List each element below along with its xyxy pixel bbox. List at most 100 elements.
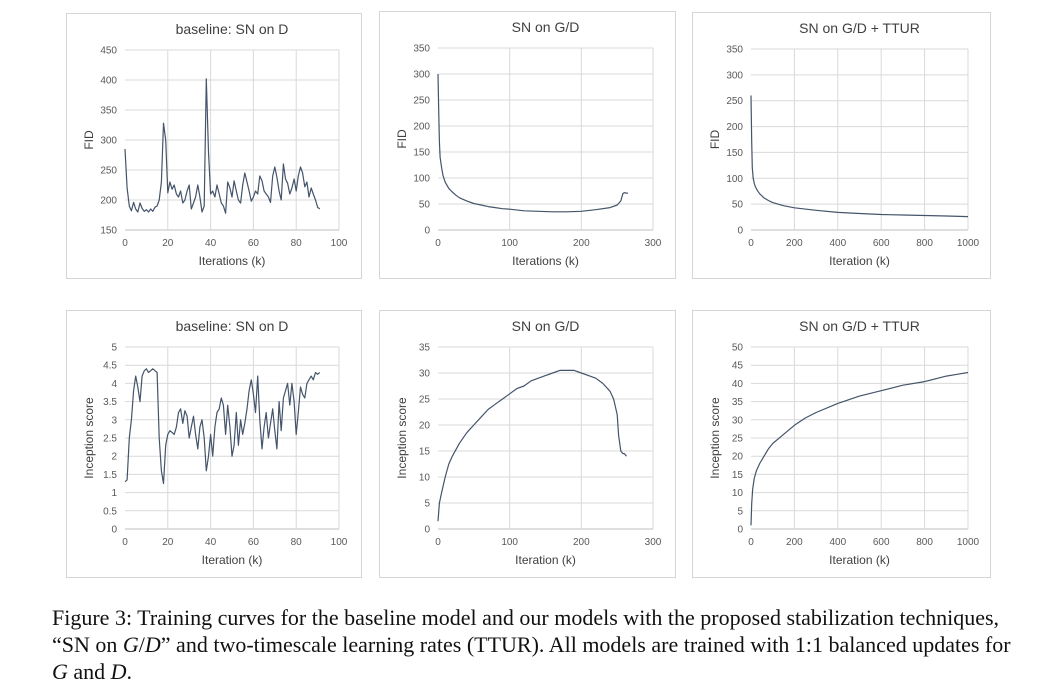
chart-svg: baseline: SN on D 150 200 250 300 350 400 450 0 2… xyxy=(82,21,348,268)
y-tick-label: 300 xyxy=(100,136,117,147)
x-tick-label: 20 xyxy=(162,238,174,249)
y-tick-label: 45 xyxy=(732,361,744,372)
x-axis-label: Iteration (k) xyxy=(515,553,576,567)
series-line xyxy=(750,371,969,526)
y-tick-label: 25 xyxy=(732,434,744,445)
series-line xyxy=(124,78,321,214)
chart-svg: SN on G/D + TTUR 0 5 10 15 20 25 30 35 40 45 50 0 200… xyxy=(708,318,980,567)
y-axis-label: Inception score xyxy=(82,397,96,479)
y-tick-label: 4.5 xyxy=(103,361,117,372)
y-tick-label: 300 xyxy=(726,70,743,81)
x-tick-label: 300 xyxy=(645,238,662,249)
x-tick-label: 100 xyxy=(331,537,348,548)
x-axis-label: Iteration (k) xyxy=(202,553,263,567)
y-tick-label: 0 xyxy=(111,525,117,536)
y-tick-label: 0 xyxy=(424,226,430,237)
y-axis-label: FID xyxy=(82,130,96,150)
x-tick-label: 400 xyxy=(829,537,846,548)
caption-math-d: D xyxy=(144,632,161,657)
series-line xyxy=(437,369,627,522)
x-tick-label: 200 xyxy=(786,238,803,249)
y-tick-label: 0 xyxy=(424,525,430,536)
y-tick-label: 1.5 xyxy=(103,470,117,481)
x-tick-label: 1000 xyxy=(957,537,980,548)
y-tick-label: 5 xyxy=(424,499,430,510)
caption-end: . xyxy=(126,659,133,684)
y-tick-label: 50 xyxy=(732,343,744,354)
x-tick-label: 800 xyxy=(916,537,933,548)
chart-panel-fid-ttur: SN on G/D + TTUR 0 50 100 150 200 250 300 350 0 20… xyxy=(692,12,991,279)
caption-and: and xyxy=(67,659,111,684)
y-tick-label: 450 xyxy=(100,46,117,57)
x-tick-label: 0 xyxy=(435,238,441,249)
x-tick-label: 400 xyxy=(829,238,846,249)
x-axis-label: Iteration (k) xyxy=(829,254,890,268)
y-tick-label: 30 xyxy=(419,369,431,380)
y-tick-label: 100 xyxy=(726,174,743,185)
y-tick-label: 350 xyxy=(413,44,430,55)
x-tick-label: 0 xyxy=(435,537,441,548)
chart-panel-is-baseline: baseline: SN on D 0 0.5 1 1.5 2 2.5 3 3.5 4 4.5 5 0 2… xyxy=(66,310,362,578)
y-tick-label: 100 xyxy=(413,174,430,185)
y-tick-label: 40 xyxy=(732,379,744,390)
y-tick-label: 25 xyxy=(419,395,431,406)
x-axis-label: Iteration (k) xyxy=(829,553,890,567)
y-axis-label: Inception score xyxy=(708,397,722,479)
y-tick-label: 250 xyxy=(100,166,117,177)
y-tick-label: 0 xyxy=(737,525,743,536)
x-tick-label: 200 xyxy=(573,537,590,548)
chart-title: SN on G/D xyxy=(512,318,580,334)
x-tick-label: 300 xyxy=(645,537,662,548)
y-tick-label: 5 xyxy=(111,343,117,354)
caption-label: Figure 3: xyxy=(52,605,133,630)
chart-panel-fid-sn-gd: SN on G/D 0 50 100 150 200 250 300 350 0 100 200 300… xyxy=(379,11,676,279)
y-tick-label: 2.5 xyxy=(103,434,117,445)
y-tick-label: 1 xyxy=(111,488,117,499)
figure-caption: Figure 3: Training curves for the baseli… xyxy=(52,604,1012,685)
chart-svg: SN on G/D 0 5 10 15 20 25 30 35 0 100 200 300 Iterati… xyxy=(395,318,662,567)
y-tick-label: 15 xyxy=(419,447,431,458)
y-tick-label: 35 xyxy=(732,397,744,408)
x-tick-label: 0 xyxy=(748,238,754,249)
y-tick-label: 10 xyxy=(419,473,431,484)
x-tick-label: 40 xyxy=(205,537,217,548)
y-tick-label: 20 xyxy=(732,452,744,463)
x-tick-label: 80 xyxy=(291,537,303,548)
x-tick-label: 800 xyxy=(916,238,933,249)
caption-text-2: ” and two-timescale learning rates (TTUR… xyxy=(160,632,1011,657)
y-tick-label: 10 xyxy=(732,488,744,499)
y-axis-label: Inception score xyxy=(395,397,409,479)
y-tick-label: 0 xyxy=(737,226,743,237)
y-tick-label: 4 xyxy=(111,379,117,390)
x-tick-label: 100 xyxy=(331,238,348,249)
x-tick-label: 80 xyxy=(291,238,303,249)
chart-title: SN on G/D xyxy=(512,19,580,35)
x-tick-label: 60 xyxy=(248,537,260,548)
y-tick-label: 250 xyxy=(726,96,743,107)
y-tick-label: 30 xyxy=(732,415,744,426)
y-tick-label: 35 xyxy=(419,343,431,354)
x-tick-label: 20 xyxy=(162,537,174,548)
caption-math-d2: D xyxy=(110,659,127,684)
y-tick-label: 0.5 xyxy=(103,506,117,517)
x-tick-label: 0 xyxy=(122,238,128,249)
y-tick-label: 3.5 xyxy=(103,397,117,408)
x-tick-label: 40 xyxy=(205,238,217,249)
chart-svg: baseline: SN on D 0 0.5 1 1.5 2 2.5 3 3.5 4 4.5 5 0 2… xyxy=(82,318,348,567)
y-tick-label: 200 xyxy=(100,196,117,207)
chart-title: baseline: SN on D xyxy=(176,21,289,37)
y-tick-label: 200 xyxy=(413,122,430,133)
y-tick-label: 15 xyxy=(732,470,744,481)
x-tick-label: 1000 xyxy=(957,238,980,249)
x-tick-label: 0 xyxy=(122,537,128,548)
x-tick-label: 100 xyxy=(501,537,518,548)
y-tick-label: 400 xyxy=(100,76,117,87)
y-tick-label: 350 xyxy=(100,106,117,117)
y-tick-label: 300 xyxy=(413,70,430,81)
x-tick-label: 60 xyxy=(248,238,260,249)
chart-title: baseline: SN on D xyxy=(176,318,289,334)
x-axis-label: Iterations (k) xyxy=(512,254,579,268)
y-tick-label: 5 xyxy=(737,506,743,517)
x-tick-label: 100 xyxy=(501,238,518,249)
series-line xyxy=(124,368,321,485)
